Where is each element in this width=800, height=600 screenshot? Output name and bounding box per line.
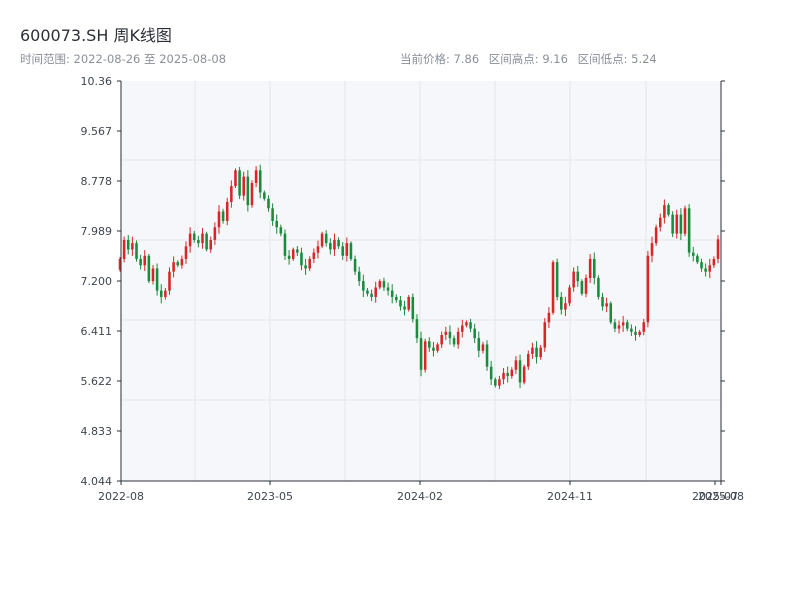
y-tick-label: 8.778 [81, 175, 113, 188]
x-tick-label: 2025-08 [698, 490, 744, 503]
time-range-label: 时间范围: [20, 52, 70, 66]
price-stats: 当前价格: 7.86 区间高点: 9.16 区间低点: 5.24 [400, 51, 663, 67]
x-tick-label: 2022-08 [98, 490, 144, 503]
time-range: 时间范围: 2022-08-26 至 2025-08-08 [20, 51, 226, 67]
range-high: 区间高点: 9.16 [488, 52, 568, 66]
time-range-separator: 至 [144, 52, 156, 66]
chart-title: 600073.SH 周K线图 [20, 26, 172, 45]
y-tick-label: 7.200 [81, 275, 113, 288]
plot-area [121, 81, 721, 481]
x-tick-label: 2025-07 [692, 490, 738, 503]
y-tick-label: 10.36 [81, 75, 113, 88]
range-low: 区间低点: 5.24 [577, 52, 657, 66]
y-tick-label: 5.622 [81, 375, 113, 388]
x-tick-label: 2023-05 [247, 490, 293, 503]
x-tick-label: 2024-02 [397, 490, 443, 503]
y-tick-label: 9.567 [81, 125, 113, 138]
time-range-end: 2025-08-08 [159, 52, 227, 66]
y-tick-label: 4.833 [81, 425, 113, 438]
current-price: 当前价格: 7.86 [400, 52, 480, 66]
y-tick-label: 4.044 [81, 475, 113, 488]
time-range-start: 2022-08-26 [73, 52, 141, 66]
y-tick-label: 7.989 [81, 225, 113, 238]
x-tick-label: 2024-11 [547, 490, 593, 503]
y-tick-label: 6.411 [81, 325, 113, 338]
